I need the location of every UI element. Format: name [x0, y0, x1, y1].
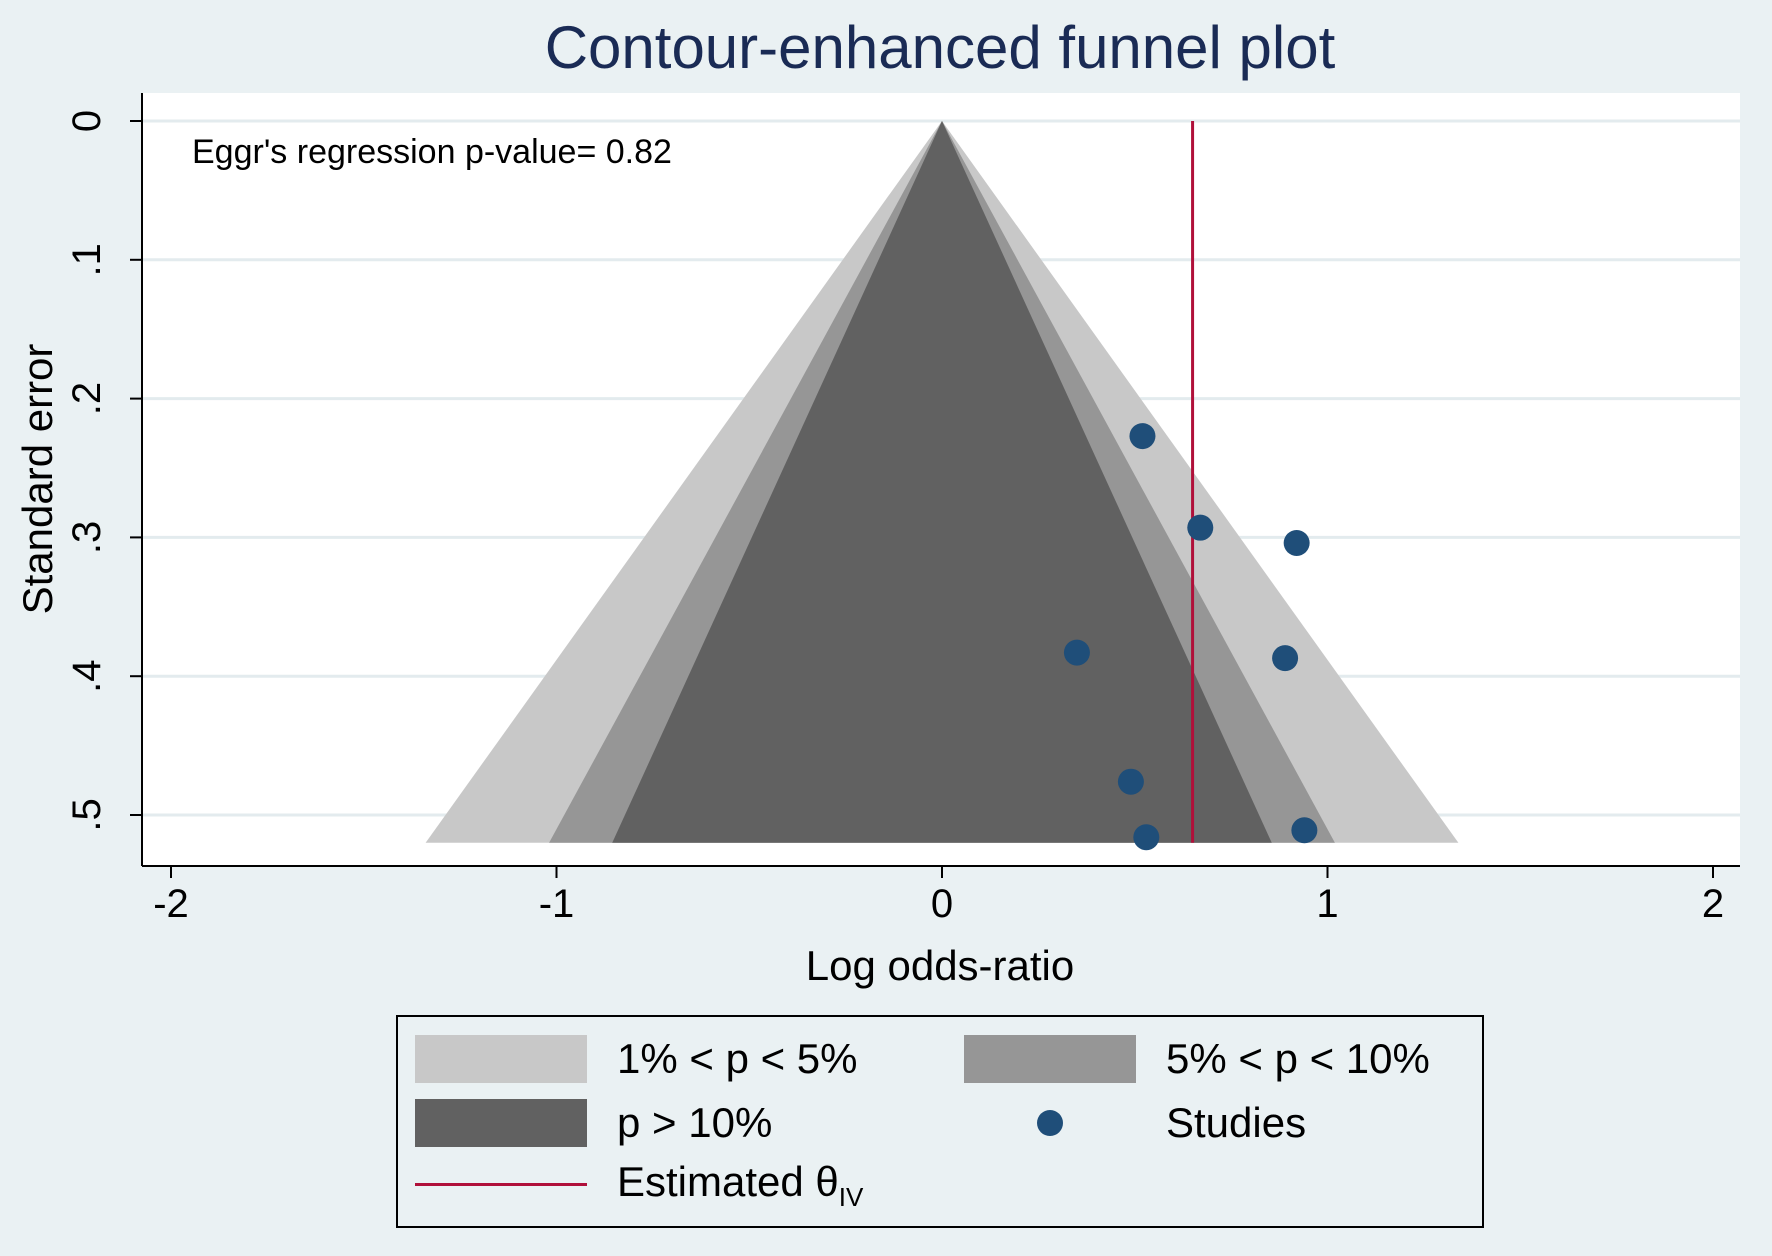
study-point-4: [1063, 639, 1090, 666]
legend-swatch-c1: [415, 1035, 587, 1083]
x-tick-label-1: -1: [539, 882, 575, 926]
legend-item-c1: 1% < p < 5%: [415, 1035, 858, 1083]
egger-annotation: Eggr's regression p-value= 0.82: [192, 133, 672, 171]
legend-label-estimated: Estimated θIV: [617, 1158, 863, 1213]
legend-label-c2: 5% < p < 10%: [1166, 1035, 1430, 1082]
legend-item-c2: 5% < p < 10%: [964, 1035, 1430, 1083]
study-point-1: [1129, 423, 1156, 450]
legend-marker-studies: [964, 1099, 1136, 1147]
significance-contours: [425, 121, 1459, 843]
x-tick-label-0: -2: [153, 882, 189, 926]
study-dot-icon: [1037, 1110, 1063, 1136]
x-tick-label-2: 0: [931, 882, 953, 926]
study-point-6: [1117, 768, 1144, 795]
legend-label-c1: 1% < p < 5%: [617, 1035, 858, 1082]
y-tick-label-1: .1: [65, 243, 109, 276]
legend-label-studies: Studies: [1166, 1099, 1307, 1146]
study-points: [1063, 423, 1318, 851]
study-point-2: [1187, 514, 1214, 541]
x-axis-ticks: -2 -1 0 1 2: [153, 866, 1724, 926]
y-axis-title: Standard error: [14, 344, 61, 615]
y-tick-label-3: .3: [65, 521, 109, 554]
y-axis-ticks: 0 .1 .2 .3 .4 .5: [65, 110, 142, 832]
legend-swatch-c2: [964, 1035, 1136, 1083]
legend-swatch-c3: [415, 1099, 587, 1147]
legend-item-studies: Studies: [964, 1099, 1306, 1147]
legend-label-estimated-sub: IV: [838, 1181, 864, 1212]
x-tick-label-4: 2: [1702, 882, 1724, 926]
y-tick-label-0: 0: [65, 110, 109, 132]
legend-label-estimated-main: Estimated θ: [617, 1157, 839, 1205]
x-tick-label-3: 1: [1316, 882, 1338, 926]
y-tick-label-4: .4: [65, 660, 109, 693]
y-tick-label-5: .5: [65, 798, 109, 831]
legend-item-c3: p > 10%: [415, 1099, 772, 1147]
y-tick-label-2: .2: [65, 382, 109, 415]
contour-region-3: [612, 121, 1272, 843]
chart-title: Contour-enhanced funnel plot: [545, 14, 1336, 81]
study-point-5: [1272, 645, 1299, 672]
study-point-7: [1291, 817, 1318, 844]
legend-item-estimated: Estimated θIV: [415, 1158, 863, 1212]
x-axis-title: Log odds-ratio: [806, 942, 1075, 989]
study-point-3: [1283, 529, 1310, 556]
legend: 1% < p < 5% 5% < p < 10% p > 10% Studies…: [396, 1015, 1484, 1228]
study-point-8: [1133, 824, 1160, 851]
legend-line-estimated: [415, 1161, 587, 1209]
legend-label-c3: p > 10%: [617, 1099, 773, 1146]
